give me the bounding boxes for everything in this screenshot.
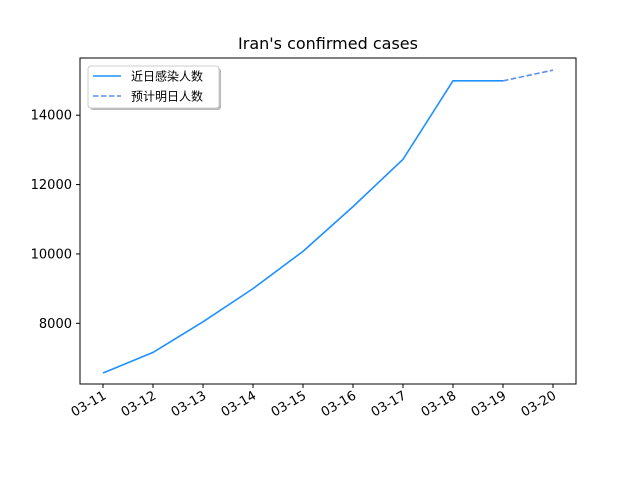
series-line-1 bbox=[502, 69, 554, 82]
series-line-0 bbox=[102, 80, 503, 374]
plot-frame bbox=[79, 57, 577, 385]
y-tick-label: 8000 bbox=[39, 317, 72, 332]
legend-label-0: 近日感染人数 bbox=[131, 69, 203, 84]
legend-label-1: 预计明日人数 bbox=[131, 89, 203, 104]
y-tick-label: 14000 bbox=[31, 109, 72, 124]
y-tick-label: 10000 bbox=[31, 247, 72, 262]
chart-title: Iran's confirmed cases bbox=[238, 34, 418, 53]
y-tick-label: 12000 bbox=[31, 178, 72, 193]
